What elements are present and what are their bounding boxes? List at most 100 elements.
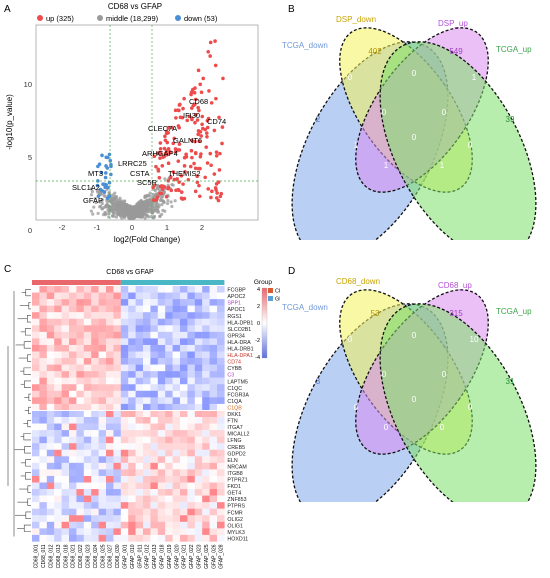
- venn-set-4: [379, 41, 537, 259]
- heatmap-cell: [39, 410, 47, 418]
- heatmap-cell: [194, 390, 203, 398]
- heatmap-cell: [106, 436, 114, 444]
- volcano-point-up: [184, 155, 189, 159]
- group-bar-cd68: [32, 280, 121, 285]
- heatmap-cell: [91, 305, 99, 313]
- heatmap-cell: [69, 462, 77, 470]
- heatmap-cell: [76, 305, 84, 313]
- heatmap-cell: [32, 325, 40, 333]
- heatmap-cell: [157, 390, 166, 398]
- heatmap-sample-label: CD68_025: [100, 544, 106, 568]
- heatmap-cell: [39, 358, 47, 365]
- venn-set-label: TCGA_down: [282, 41, 328, 50]
- heatmap-cell: [187, 423, 195, 431]
- heatmap-cell: [180, 358, 188, 365]
- heatmap-cell: [46, 318, 55, 326]
- heatmap-cell: [54, 423, 62, 431]
- heatmap-cell: [135, 521, 144, 529]
- heatmap-cell: [157, 325, 166, 333]
- heatmap-cell: [172, 456, 181, 464]
- heatmap-cell: [135, 430, 144, 437]
- heatmap-cell: [209, 489, 218, 496]
- heatmap-cell: [217, 534, 225, 542]
- venn-region-count: 0: [382, 108, 387, 117]
- volcano-point: [143, 209, 147, 213]
- volcano-point-down: [100, 189, 105, 193]
- heatmap-cell: [113, 371, 121, 378]
- heatmap-cell: [120, 292, 129, 300]
- heatmap-cell: [69, 377, 77, 385]
- heatmap-cell: [165, 443, 173, 450]
- volcano-point-up: [172, 177, 177, 182]
- heatmap-cell: [61, 312, 70, 319]
- volcano-point-up: [195, 118, 200, 122]
- venn-set-label: CD68_up: [438, 281, 472, 290]
- heatmap-cell: [91, 469, 99, 477]
- heatmap-cell: [39, 508, 47, 516]
- heatmap-cell: [39, 443, 47, 450]
- heatmap-cell: [143, 436, 151, 444]
- heatmap-cell: [217, 502, 225, 509]
- heatmap-cell: [209, 482, 218, 490]
- heatmap-cell: [69, 305, 77, 313]
- volcano-point: [109, 206, 113, 210]
- heatmap-cell: [172, 325, 181, 333]
- heatmap-cell: [98, 318, 107, 326]
- heatmap-cell: [187, 377, 195, 385]
- heatmap-cell: [83, 449, 92, 457]
- volcano-point-up: [158, 141, 163, 145]
- heatmap-cell: [180, 534, 188, 542]
- heatmap-cell: [98, 364, 107, 372]
- heatmap-cell: [46, 344, 55, 352]
- heatmap-cell: [128, 397, 136, 405]
- heatmap-sample-label: CD68_018: [63, 544, 69, 568]
- heatmap-gene-label: HLA-DPB1: [227, 320, 253, 326]
- volcano-point-up: [198, 154, 203, 159]
- heatmap-cell: [69, 482, 77, 490]
- heatmap-cell: [135, 325, 144, 333]
- dendrogram-branch: [25, 288, 31, 297]
- heatmap-cell: [135, 403, 144, 411]
- venn-region-count: 3: [316, 377, 321, 386]
- heatmap-cell: [135, 371, 144, 378]
- volcano-point-up: [162, 146, 167, 151]
- heatmap-cell: [69, 331, 77, 339]
- heatmap-gene-label: GDPD2: [227, 451, 245, 457]
- heatmap-cell: [69, 292, 77, 300]
- venn-region-count: 0: [412, 465, 417, 474]
- volcano-point: [114, 208, 118, 212]
- heatmap-cell: [106, 318, 114, 326]
- heatmap-cell: [46, 358, 55, 365]
- heatmap-cell: [91, 489, 99, 496]
- heatmap-cell: [39, 534, 47, 542]
- volcano-point: [102, 205, 106, 209]
- heatmap-cell: [98, 528, 107, 536]
- heatmap-cell: [143, 521, 151, 529]
- heatmap-cell: [61, 403, 70, 411]
- heatmap-cell: [209, 502, 218, 509]
- volcano-point-up: [172, 136, 177, 141]
- dendrogram-branch: [24, 380, 31, 388]
- gene-label-slc1a2: SLC1A2: [72, 183, 100, 192]
- heatmap-cell: [194, 305, 203, 313]
- heatmap-cell: [39, 515, 47, 522]
- heatmap-cell: [69, 417, 77, 424]
- heatmap-cell: [76, 299, 84, 306]
- heatmap-cell: [202, 502, 210, 509]
- heatmap-cell: [135, 417, 144, 424]
- heatmap-cell: [39, 325, 47, 333]
- heatmap-cell: [76, 318, 84, 326]
- heatmap-cell: [209, 417, 218, 424]
- heatmap-cell: [202, 528, 210, 536]
- heatmap-cell: [217, 515, 225, 522]
- volcano-point-up: [158, 156, 162, 160]
- heatmap-cell: [32, 331, 40, 339]
- heatmap-cell: [143, 286, 151, 293]
- heatmap-cell: [98, 508, 107, 516]
- volcano-point-up: [179, 190, 184, 194]
- heatmap-gene-label: APOC1: [227, 307, 245, 313]
- heatmap-cell: [194, 358, 203, 365]
- heatmap-cell: [202, 475, 210, 483]
- heatmap-cell: [69, 449, 77, 457]
- volcano-point-down: [96, 194, 101, 199]
